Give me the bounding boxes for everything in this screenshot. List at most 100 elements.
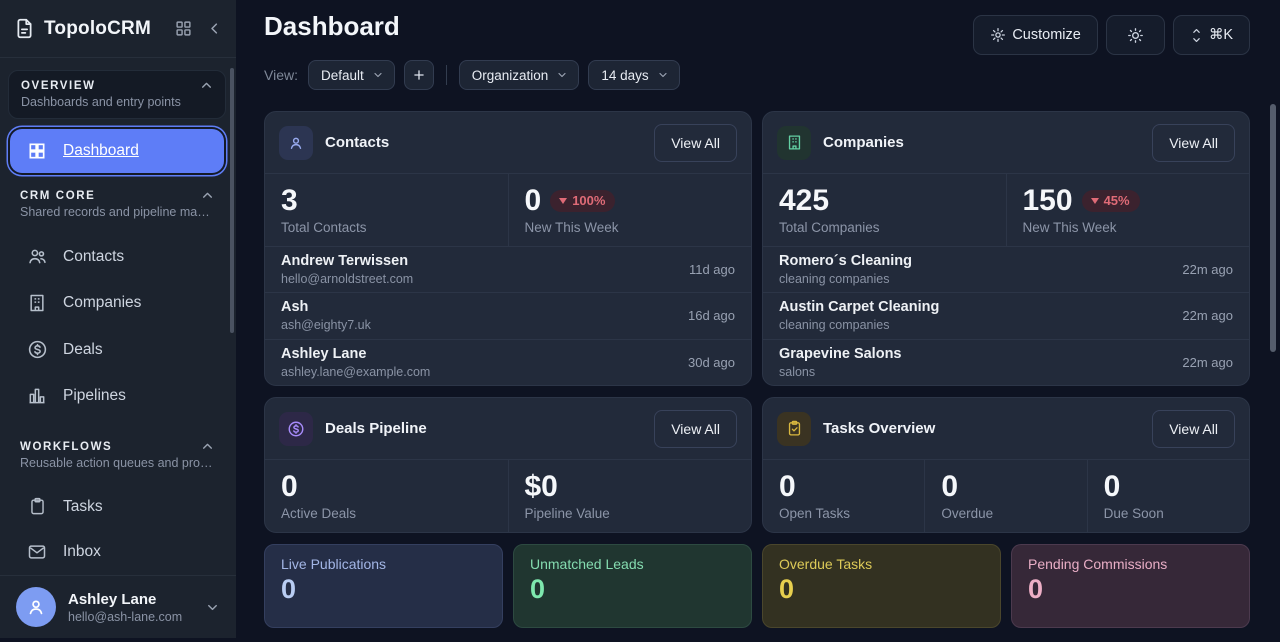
sidebar-item-companies[interactable]: Companies xyxy=(10,281,224,325)
contacts-view-all-button[interactable]: View All xyxy=(654,124,737,162)
pending-commissions-card[interactable]: Pending Commissions 0 xyxy=(1011,544,1250,628)
dashboard-grid-icon xyxy=(26,141,48,161)
deals-pipeline-card: Deals Pipeline View All 0 Active Deals $… xyxy=(264,397,752,533)
section-workflows[interactable]: WORKFLOWS Reusable action queues and pro… xyxy=(8,432,226,479)
section-crm-core[interactable]: CRM CORE Shared records and pipeline man… xyxy=(8,181,226,228)
contacts-card-title: Contacts xyxy=(325,134,642,151)
main-scrollbar[interactable] xyxy=(1270,104,1276,352)
add-view-button[interactable] xyxy=(404,60,434,90)
active-deals-value: 0 xyxy=(281,471,492,503)
overdue-tasks-card[interactable]: Overdue Tasks 0 xyxy=(762,544,1001,628)
active-deals-label: Active Deals xyxy=(281,506,492,521)
deals-dollar-icon xyxy=(26,339,48,360)
collapse-sidebar-icon[interactable] xyxy=(207,21,222,36)
chevron-up-icon[interactable] xyxy=(201,440,214,453)
section-overview-title: OVERVIEW xyxy=(21,80,96,92)
pipelines-chart-icon xyxy=(26,386,48,406)
sidebar: TopoloCRM OVERVIEW Dashboards and entry … xyxy=(0,0,236,638)
view-select-value: Default xyxy=(321,68,364,83)
date-range-select[interactable]: 14 days xyxy=(588,60,679,90)
due-soon-label: Due Soon xyxy=(1104,506,1233,521)
sidebar-item-dashboard[interactable]: Dashboard xyxy=(10,129,224,173)
deals-view-all-button[interactable]: View All xyxy=(654,410,737,448)
due-soon-stat: 0 Due Soon xyxy=(1087,460,1249,532)
sidebar-item-inbox[interactable]: Inbox xyxy=(10,530,224,574)
overdue-stat: 0 Overdue xyxy=(924,460,1086,532)
chevron-up-icon[interactable] xyxy=(201,189,214,202)
chevron-down-icon xyxy=(556,69,568,81)
company-row[interactable]: Grapevine Salons salons 22m ago xyxy=(763,339,1249,385)
new-companies-label: New This Week xyxy=(1023,220,1234,235)
sidebar-item-label: Tasks xyxy=(63,498,103,516)
new-contacts-label: New This Week xyxy=(525,220,736,235)
new-contacts-stat: 0 100% New This Week xyxy=(508,174,752,246)
company-time: 22m ago xyxy=(1182,308,1233,323)
view-label: View: xyxy=(264,67,298,83)
sidebar-scrollbar[interactable] xyxy=(230,68,234,333)
gear-icon xyxy=(990,27,1006,43)
sidebar-header: TopoloCRM xyxy=(0,0,236,58)
companies-card-title: Companies xyxy=(823,134,1140,151)
view-controls: View: Default Organization 14 days xyxy=(264,60,680,90)
contact-row[interactable]: Ashley Lane ashley.lane@example.com 30d … xyxy=(265,339,751,385)
contact-time: 11d ago xyxy=(689,262,735,277)
date-range-value: 14 days xyxy=(601,68,648,83)
theme-toggle-button[interactable] xyxy=(1106,15,1165,55)
up-down-arrows-icon xyxy=(1190,28,1203,43)
tasks-clipboard-icon xyxy=(26,497,48,516)
shortcut-label: ⌘K xyxy=(1209,27,1233,43)
section-overview[interactable]: OVERVIEW Dashboards and entry points xyxy=(8,70,226,119)
sidebar-item-tasks[interactable]: Tasks xyxy=(10,485,224,528)
pipeline-value-stat: $0 Pipeline Value xyxy=(508,460,752,532)
contact-email: ash@eighty7.uk xyxy=(281,318,371,332)
company-time: 22m ago xyxy=(1182,262,1233,277)
sidebar-item-label: Dashboard xyxy=(63,142,139,160)
company-name: Romero´s Cleaning xyxy=(779,253,912,269)
contacts-card: Contacts View All 3 Total Contacts 0 100… xyxy=(264,111,752,386)
tasks-clipboard-check-icon xyxy=(777,412,811,446)
sidebar-nav: OVERVIEW Dashboards and entry points Das… xyxy=(0,58,236,575)
company-category: salons xyxy=(779,365,902,379)
mini-cards-right: Overdue Tasks 0 Pending Commissions 0 xyxy=(762,544,1250,628)
contact-time: 30d ago xyxy=(688,355,735,370)
chevron-down-icon xyxy=(657,69,669,81)
contacts-people-icon xyxy=(26,246,48,267)
pipeline-value-label: Pipeline Value xyxy=(525,506,736,521)
contact-email: ashley.lane@example.com xyxy=(281,365,430,379)
chevron-down-icon[interactable] xyxy=(205,600,220,615)
trend-down-icon xyxy=(559,198,567,204)
sidebar-item-deals[interactable]: Deals xyxy=(10,327,224,372)
app-logo-document-icon xyxy=(14,18,35,39)
live-publications-card[interactable]: Live Publications 0 xyxy=(264,544,503,628)
chevron-up-icon[interactable] xyxy=(200,79,213,92)
companies-view-all-button[interactable]: View All xyxy=(1152,124,1235,162)
company-row[interactable]: Austin Carpet Cleaning cleaning companie… xyxy=(763,292,1249,338)
controls-divider xyxy=(446,65,447,85)
contact-name: Andrew Terwissen xyxy=(281,253,413,269)
apps-grid-icon[interactable] xyxy=(175,20,192,37)
command-palette-button[interactable]: ⌘K xyxy=(1173,15,1250,55)
user-menu[interactable]: Ashley Lane hello@ash-lane.com xyxy=(0,575,236,638)
organization-filter-select[interactable]: Organization xyxy=(459,60,580,90)
unmatched-leads-card[interactable]: Unmatched Leads 0 xyxy=(513,544,752,628)
contact-row[interactable]: Ash ash@eighty7.uk 16d ago xyxy=(265,292,751,338)
section-workflows-subtitle: Reusable action queues and proc... xyxy=(20,456,214,470)
live-publications-label: Live Publications xyxy=(281,556,486,572)
overdue-tasks-value: 0 xyxy=(779,575,984,605)
tasks-view-all-button[interactable]: View All xyxy=(1152,410,1235,448)
unmatched-leads-label: Unmatched Leads xyxy=(530,556,735,572)
new-contacts-value: 0 xyxy=(525,185,542,217)
customize-button[interactable]: Customize xyxy=(973,15,1098,55)
contact-name: Ashley Lane xyxy=(281,346,430,362)
sidebar-item-contacts[interactable]: Contacts xyxy=(10,234,224,279)
unmatched-leads-value: 0 xyxy=(530,575,735,605)
company-row[interactable]: Romero´s Cleaning cleaning companies 22m… xyxy=(763,247,1249,292)
contact-row[interactable]: Andrew Terwissen hello@arnoldstreet.com … xyxy=(265,247,751,292)
companies-card: Companies View All 425 Total Companies 1… xyxy=(762,111,1250,386)
view-select[interactable]: Default xyxy=(308,60,395,90)
open-tasks-label: Open Tasks xyxy=(779,506,908,521)
sidebar-item-pipelines[interactable]: Pipelines xyxy=(10,374,224,418)
total-companies-label: Total Companies xyxy=(779,220,990,235)
pending-commissions-value: 0 xyxy=(1028,575,1233,605)
contact-email: hello@arnoldstreet.com xyxy=(281,272,413,286)
